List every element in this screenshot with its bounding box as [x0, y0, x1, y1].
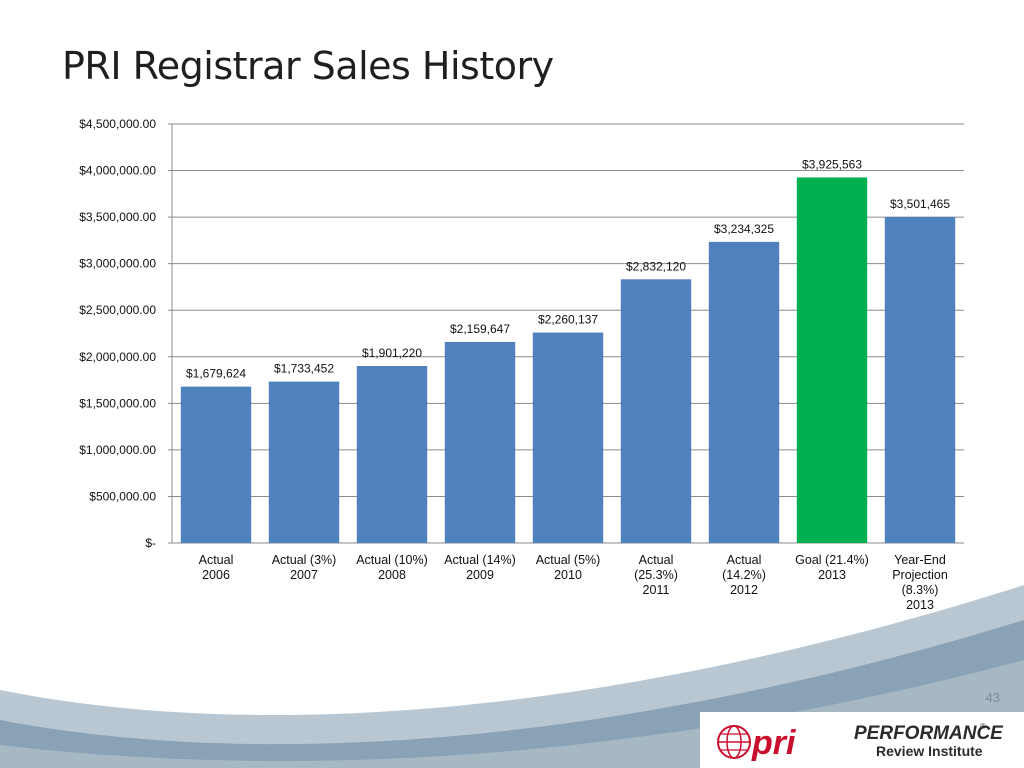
x-category-label-line: Actual [639, 553, 674, 567]
x-category-label-line: 2009 [466, 568, 494, 582]
bar [708, 241, 780, 544]
data-label: $3,501,465 [890, 197, 950, 211]
x-category-label-line: Goal (21.4%) [795, 553, 869, 567]
page-number: 43 [985, 690, 1000, 705]
bars [180, 177, 956, 544]
data-label: $2,260,137 [538, 313, 598, 327]
bar [356, 365, 428, 543]
x-category-label-line: 2008 [378, 568, 406, 582]
x-category-label-line: (14.2%) [722, 568, 766, 582]
x-category-label: Actual (25.3%) 2011 [634, 553, 678, 597]
bar [884, 216, 956, 543]
y-tick-label: $500,000.00 [89, 489, 156, 503]
x-category-label-line: 2011 [643, 583, 670, 597]
x-category-label: Year-End Projection (8.3%) 2013 [892, 553, 948, 612]
x-category-label: Goal (21.4%) 2013 [795, 553, 869, 582]
data-labels: $1,679,624 $1,733,452 $1,901,220 $2,159,647… [186, 157, 950, 380]
x-category-label-line: 2013 [906, 598, 934, 612]
bar [444, 341, 516, 543]
y-tick-label: $- [145, 536, 156, 550]
data-label: $2,832,120 [626, 259, 686, 273]
data-label: $1,679,624 [186, 367, 246, 381]
x-category-label: Actual (14.2%) 2012 [722, 553, 766, 597]
y-tick-label: $3,000,000.00 [79, 257, 156, 271]
y-tick-label: $2,500,000.00 [79, 303, 156, 317]
x-category-label-line: (25.3%) [634, 568, 678, 582]
pri-logo: pri PERFORMANCE ® Review Institute [717, 722, 1004, 762]
x-category-label-line: Actual (3%) [272, 553, 337, 567]
x-category-label-line: 2012 [730, 583, 758, 597]
x-category-label-line: 2006 [202, 568, 230, 582]
slide-title: PRI Registrar Sales History [62, 44, 554, 88]
bar [796, 177, 868, 544]
x-category-label-line: Actual (5%) [536, 553, 601, 567]
y-tick-label: $1,500,000.00 [79, 396, 156, 410]
x-category-label: Actual (10%) 2008 [356, 553, 428, 582]
x-category-label-line: 2013 [818, 568, 846, 582]
data-label: $3,925,563 [802, 157, 862, 171]
bar [268, 381, 340, 543]
data-label: $1,733,452 [274, 362, 334, 376]
x-category-label: Actual 2006 [199, 553, 234, 582]
globe-icon [717, 725, 751, 759]
bar [532, 332, 604, 543]
y-tick-label: $4,000,000.00 [79, 164, 156, 178]
y-tick-label: $1,000,000.00 [79, 443, 156, 457]
y-axis-tick-labels: $- $500,000.00 $1,000,000.00 $1,500,000.00 $… [79, 117, 156, 550]
x-category-label-line: Actual (14%) [444, 553, 516, 567]
bar [180, 386, 252, 543]
x-category-label-line: Actual [727, 553, 762, 567]
data-label: $2,159,647 [450, 322, 510, 336]
x-category-label-line: Actual (10%) [356, 553, 428, 567]
data-label: $3,234,325 [714, 222, 774, 236]
x-category-label: Actual (3%) 2007 [272, 553, 337, 582]
logo-registered-mark: ® [980, 722, 986, 731]
x-category-label: Actual (14%) 2009 [444, 553, 516, 582]
y-tick-label: $2,000,000.00 [79, 350, 156, 364]
logo-pri-mark: pri [751, 724, 797, 762]
y-tick-label: $3,500,000.00 [79, 210, 156, 224]
logo-line-1: PERFORMANCE [854, 723, 1004, 744]
x-category-label-line: Projection [892, 568, 948, 582]
y-tick-label: $4,500,000.00 [79, 117, 156, 131]
bar [620, 279, 692, 543]
x-category-label-line: Actual [199, 553, 234, 567]
x-category-label-line: (8.3%) [902, 583, 939, 597]
x-category-label-line: 2010 [554, 568, 582, 582]
x-category-label: Actual (5%) 2010 [536, 553, 601, 582]
x-category-label-line: Year-End [894, 553, 946, 567]
logo-line-2: Review Institute [876, 743, 983, 759]
bar-chart: $- $500,000.00 $1,000,000.00 $1,500,000.00 $… [79, 117, 964, 612]
x-category-label-line: 2007 [290, 568, 318, 582]
data-label: $1,901,220 [362, 346, 422, 360]
